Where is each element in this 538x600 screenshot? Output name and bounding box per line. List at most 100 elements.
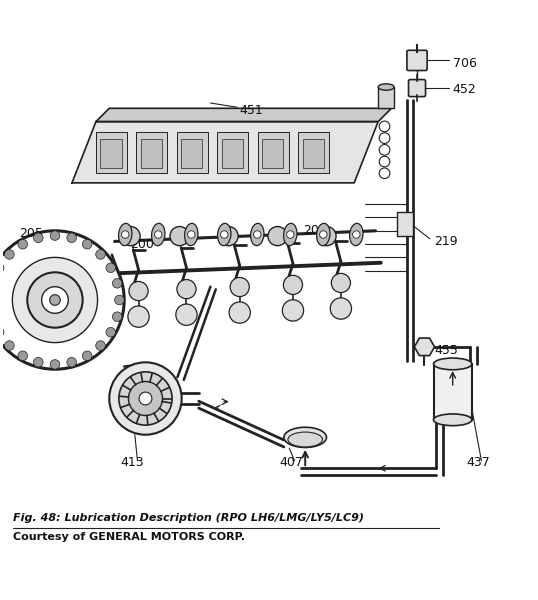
Bar (262, 139, 284, 168)
Circle shape (106, 328, 116, 337)
Bar (258, 132, 289, 173)
Circle shape (317, 227, 336, 245)
Circle shape (139, 392, 152, 405)
Circle shape (121, 227, 140, 245)
Circle shape (82, 239, 92, 249)
Circle shape (67, 233, 76, 242)
Circle shape (128, 306, 149, 327)
Ellipse shape (434, 414, 472, 425)
Bar (298, 132, 329, 173)
Circle shape (0, 231, 124, 369)
Circle shape (129, 281, 148, 301)
Bar (434, 364, 472, 420)
Circle shape (41, 287, 68, 313)
Text: 455: 455 (434, 344, 458, 357)
Bar (177, 132, 208, 173)
Ellipse shape (152, 223, 165, 245)
Circle shape (96, 250, 105, 259)
Text: 413: 413 (120, 456, 144, 469)
Circle shape (18, 239, 27, 249)
Circle shape (18, 351, 27, 361)
Circle shape (221, 231, 228, 238)
Circle shape (253, 231, 261, 238)
Circle shape (176, 304, 197, 325)
Circle shape (112, 278, 122, 288)
Ellipse shape (288, 432, 322, 447)
Circle shape (352, 231, 360, 238)
Text: 209: 209 (303, 224, 327, 237)
Circle shape (331, 274, 350, 293)
Text: 200: 200 (131, 238, 154, 251)
Bar (140, 139, 162, 168)
Ellipse shape (118, 223, 132, 245)
Polygon shape (72, 122, 378, 183)
Circle shape (379, 145, 390, 155)
Circle shape (50, 231, 60, 241)
Circle shape (154, 231, 162, 238)
Ellipse shape (217, 223, 231, 245)
Circle shape (188, 231, 195, 238)
Circle shape (330, 298, 351, 319)
FancyBboxPatch shape (408, 80, 426, 97)
Text: Courtesy of GENERAL MOTORS CORP.: Courtesy of GENERAL MOTORS CORP. (13, 532, 245, 542)
Circle shape (33, 233, 43, 242)
Circle shape (27, 272, 83, 328)
Circle shape (49, 295, 60, 305)
Circle shape (320, 231, 327, 238)
Circle shape (115, 295, 124, 305)
Ellipse shape (284, 427, 327, 448)
Circle shape (67, 358, 76, 367)
Circle shape (284, 275, 302, 295)
Circle shape (106, 263, 116, 272)
Bar (181, 139, 202, 168)
Polygon shape (96, 109, 392, 122)
Ellipse shape (251, 223, 264, 245)
Circle shape (219, 227, 238, 245)
Text: 437: 437 (466, 456, 490, 469)
Circle shape (5, 250, 14, 259)
Circle shape (282, 300, 303, 321)
Ellipse shape (284, 223, 297, 245)
Ellipse shape (378, 84, 394, 90)
Circle shape (268, 227, 287, 245)
Ellipse shape (316, 223, 330, 245)
Text: 452: 452 (452, 83, 477, 96)
Circle shape (379, 168, 390, 179)
Text: 706: 706 (452, 56, 477, 70)
Circle shape (96, 341, 105, 350)
Text: Fig. 48: Lubrication Description (RPO LH6/LMG/LY5/LC9): Fig. 48: Lubrication Description (RPO LH… (13, 514, 364, 523)
Circle shape (119, 372, 172, 425)
Text: 451: 451 (240, 104, 264, 118)
Circle shape (112, 312, 122, 322)
Circle shape (379, 121, 390, 132)
Text: 407: 407 (280, 456, 303, 469)
Ellipse shape (434, 358, 472, 370)
Circle shape (5, 341, 14, 350)
Circle shape (129, 382, 162, 416)
Circle shape (287, 231, 294, 238)
Circle shape (33, 358, 43, 367)
Text: 205: 205 (19, 227, 43, 240)
Circle shape (0, 328, 4, 337)
Circle shape (0, 263, 4, 272)
Circle shape (177, 280, 196, 299)
Circle shape (50, 359, 60, 369)
Bar (217, 132, 248, 173)
Circle shape (170, 227, 189, 245)
FancyBboxPatch shape (407, 50, 427, 71)
Ellipse shape (350, 223, 363, 245)
Bar (378, 87, 394, 109)
Bar (137, 132, 167, 173)
Circle shape (229, 302, 250, 323)
Bar (96, 132, 127, 173)
Text: 219: 219 (434, 235, 458, 248)
Bar (397, 212, 413, 236)
Circle shape (379, 133, 390, 143)
Circle shape (82, 351, 92, 361)
Ellipse shape (185, 223, 198, 245)
Circle shape (122, 231, 129, 238)
Bar (222, 139, 243, 168)
Circle shape (12, 257, 97, 343)
Circle shape (109, 362, 182, 435)
Bar (302, 139, 324, 168)
